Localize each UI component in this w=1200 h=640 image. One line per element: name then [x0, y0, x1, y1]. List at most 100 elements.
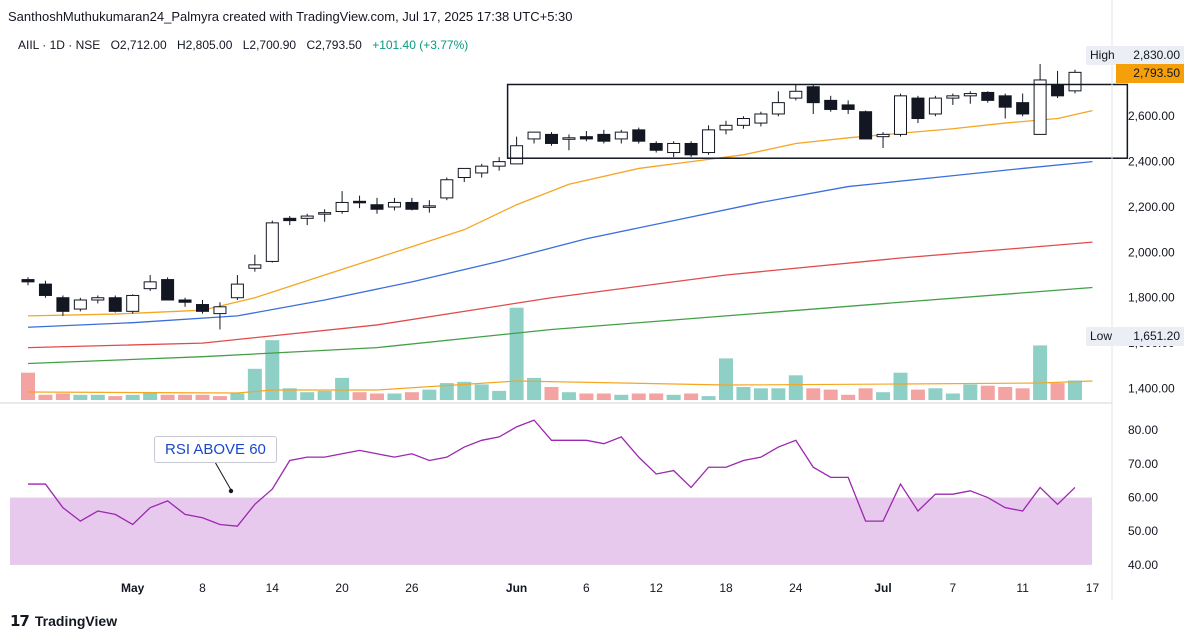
candle-body: [387, 201, 401, 208]
open-value: O2,712.00: [110, 38, 167, 52]
candle-body: [702, 129, 716, 154]
volume-bar: [21, 372, 35, 400]
candle-body: [632, 129, 646, 142]
candle-body: [440, 179, 454, 199]
volume-bar: [596, 393, 611, 400]
volume-bar: [649, 393, 664, 400]
volume-bar: [858, 388, 873, 400]
volume-bar: [666, 394, 681, 400]
candle-body: [196, 304, 209, 312]
candle-body: [73, 299, 87, 310]
change-value: +101.40 (+3.77%): [372, 38, 469, 52]
candle-body: [475, 165, 489, 174]
candle-body: [719, 124, 733, 131]
volume-bar: [684, 393, 699, 400]
candle-body: [736, 118, 750, 126]
candle-body: [318, 212, 332, 215]
price-tick-label: 2,600.00: [1128, 109, 1175, 123]
rsi-annotation[interactable]: RSI ABOVE 60: [154, 436, 277, 463]
candle-body: [963, 93, 977, 97]
volume-bar: [771, 388, 786, 400]
candle-body: [527, 131, 541, 140]
volume-bar: [404, 392, 419, 400]
rsi-line: [28, 419, 1076, 527]
volume-bar: [195, 394, 210, 400]
time-tick-label: 12: [650, 581, 664, 595]
high-tag-value: 2,830.00: [1116, 46, 1184, 65]
volume-bar: [893, 372, 908, 400]
price-tick-label: 1,800.00: [1128, 291, 1175, 305]
candle-body: [1068, 71, 1082, 92]
volume-bar: [282, 388, 297, 400]
candle-body: [126, 294, 140, 312]
candle-body: [108, 297, 122, 312]
price-tick-label: 2,000.00: [1128, 245, 1175, 259]
time-tick-label: 6: [583, 581, 590, 595]
price-tick-label: 1,400.00: [1128, 381, 1175, 395]
candle-body: [789, 90, 803, 99]
volume-bar: [736, 387, 751, 400]
volume-bar: [178, 394, 193, 400]
candle-body: [684, 142, 698, 156]
volume-ma-line: [27, 380, 1093, 394]
candle-body: [841, 104, 855, 110]
callout-anchor: [228, 488, 234, 494]
volume-bar: [980, 385, 995, 400]
volume-bar: [317, 390, 332, 400]
candle-body: [562, 137, 576, 140]
candle-body: [405, 201, 419, 210]
candle-body: [981, 91, 995, 101]
volume-bar: [701, 396, 716, 400]
volume-bar: [90, 394, 105, 400]
time-tick-label: 8: [199, 581, 206, 595]
time-tick-label: 20: [335, 581, 349, 595]
volume-bar: [1015, 388, 1030, 400]
volume-bar: [212, 396, 227, 400]
rsi-tick-label: 80.00: [1128, 423, 1158, 437]
volume-bar: [631, 393, 646, 400]
consolidation-box: [506, 83, 1129, 159]
time-tick-label: 24: [789, 581, 803, 595]
candle-body: [754, 113, 768, 124]
volume-bar: [998, 387, 1013, 400]
candle-body: [1016, 102, 1030, 115]
volume-bar: [439, 383, 454, 400]
volume-bar: [788, 375, 803, 400]
volume-bar: [527, 377, 542, 400]
volume-bar: [945, 393, 960, 400]
moving-average-line: [27, 241, 1093, 349]
tradingview-footer[interactable]: 𝟭𝟳 TradingView: [10, 612, 117, 630]
rsi-tick-label: 60.00: [1128, 491, 1158, 505]
candle-body: [614, 131, 628, 140]
volume-bar: [963, 384, 978, 400]
candle-body: [545, 133, 558, 144]
volume-bar: [561, 392, 576, 400]
candle-body: [911, 97, 925, 120]
volume-bar: [474, 384, 489, 400]
time-tick-label: 17: [1086, 581, 1100, 595]
volume-bar: [753, 388, 768, 400]
moving-average-line: [27, 286, 1093, 365]
volume-bar: [719, 358, 733, 400]
volume-bar: [38, 394, 53, 400]
candle-body: [894, 95, 907, 135]
rsi-band: [10, 497, 1092, 565]
volume-bar: [1033, 345, 1048, 400]
volume-bar: [335, 377, 350, 400]
low-value: L2,700.90: [242, 38, 297, 52]
volume-bar: [143, 392, 158, 400]
candle-body: [91, 297, 105, 301]
candle-body: [824, 99, 838, 110]
time-tick-label: Jul: [874, 581, 891, 595]
low-tag-value: 1,651.20: [1116, 327, 1184, 346]
volume-bar: [300, 392, 315, 400]
volume-bar: [230, 393, 245, 400]
moving-average-line: [27, 109, 1093, 317]
chart-credit: SanthoshMuthukumaran24_Palmyra created w…: [8, 9, 573, 24]
candle-body: [579, 136, 593, 140]
candle-body: [213, 306, 227, 315]
low-tag-label: Low: [1086, 327, 1117, 346]
symbol-label[interactable]: AIIL · 1D · NSE: [18, 38, 101, 52]
time-tick-label: 18: [719, 581, 733, 595]
